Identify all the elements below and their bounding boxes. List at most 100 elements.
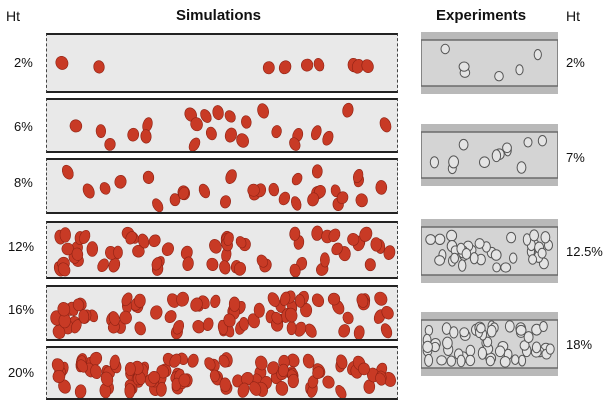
red-blood-cell bbox=[313, 58, 325, 72]
experimental-cell bbox=[523, 331, 534, 344]
red-blood-cell bbox=[109, 354, 120, 370]
red-blood-cell bbox=[218, 354, 230, 368]
red-blood-cell bbox=[380, 323, 393, 339]
red-blood-cell bbox=[289, 226, 301, 241]
sim-channel-12 bbox=[46, 221, 398, 279]
red-blood-cell bbox=[249, 381, 262, 396]
red-blood-cell bbox=[127, 127, 140, 142]
sim-channel-20 bbox=[46, 346, 398, 400]
sim-channel-2 bbox=[46, 33, 398, 93]
sim-cells-12 bbox=[53, 225, 396, 277]
red-blood-cell bbox=[336, 354, 348, 370]
experimental-cell bbox=[449, 326, 459, 339]
red-blood-cell bbox=[291, 172, 303, 186]
red-blood-cell bbox=[223, 232, 234, 246]
experimental-cell bbox=[434, 233, 446, 245]
red-blood-cell bbox=[289, 137, 301, 151]
experimental-cell bbox=[425, 234, 436, 245]
sim-channel-6 bbox=[46, 98, 398, 153]
red-blood-cell bbox=[142, 170, 155, 184]
red-blood-cell bbox=[204, 357, 216, 371]
red-blood-cell bbox=[61, 242, 75, 256]
experimental-cell bbox=[528, 254, 538, 265]
red-blood-cell bbox=[187, 353, 199, 368]
red-blood-cell bbox=[209, 239, 222, 254]
red-blood-cell bbox=[311, 293, 325, 308]
red-blood-cell bbox=[205, 126, 217, 141]
red-blood-cell bbox=[255, 355, 268, 371]
red-blood-cell bbox=[137, 233, 150, 249]
red-blood-cell bbox=[108, 311, 120, 326]
red-blood-cell bbox=[236, 133, 249, 148]
red-blood-cell bbox=[322, 130, 334, 146]
red-blood-cell bbox=[286, 321, 297, 336]
red-blood-cell bbox=[225, 169, 237, 184]
red-blood-cell bbox=[327, 292, 341, 306]
red-blood-cell bbox=[178, 373, 191, 388]
red-blood-cell bbox=[93, 60, 105, 74]
experimental-cell bbox=[537, 247, 547, 259]
sim-cells-20 bbox=[51, 351, 396, 398]
experimental-cell bbox=[476, 323, 486, 334]
experimental-cell bbox=[545, 343, 555, 355]
red-blood-cell bbox=[89, 351, 103, 366]
red-blood-cell bbox=[311, 225, 324, 241]
red-blood-cell bbox=[374, 291, 388, 306]
red-blood-cell bbox=[331, 242, 343, 256]
sim-label-6: 6% bbox=[14, 119, 33, 134]
red-blood-cell bbox=[202, 317, 214, 332]
microchannel bbox=[421, 131, 558, 179]
red-blood-cell bbox=[375, 372, 386, 386]
experimental-cell bbox=[502, 142, 512, 154]
sim-label-8: 8% bbox=[14, 175, 33, 190]
red-blood-cell bbox=[55, 56, 69, 70]
red-blood-cell bbox=[82, 183, 95, 199]
ht-left-header: Ht bbox=[6, 8, 20, 24]
red-blood-cell bbox=[219, 260, 231, 275]
red-blood-cell bbox=[311, 164, 323, 179]
red-blood-cell bbox=[182, 256, 194, 272]
red-blood-cell bbox=[124, 383, 136, 398]
red-blood-cell bbox=[256, 254, 268, 268]
exp-label-12: 12.5% bbox=[566, 244, 603, 259]
red-blood-cell bbox=[262, 61, 275, 75]
experimental-cell bbox=[490, 249, 502, 261]
red-blood-cell bbox=[59, 227, 71, 243]
red-blood-cell bbox=[150, 305, 163, 320]
experimental-cell bbox=[499, 356, 511, 368]
red-blood-cell bbox=[370, 237, 382, 252]
experimental-cell bbox=[509, 252, 518, 264]
experimental-cell bbox=[434, 255, 446, 266]
red-blood-cell bbox=[95, 124, 107, 138]
red-blood-cell bbox=[72, 298, 85, 312]
red-blood-cell bbox=[206, 257, 219, 271]
experimental-cell bbox=[477, 346, 488, 360]
exp-image-2 bbox=[421, 32, 558, 94]
red-blood-cell bbox=[151, 257, 163, 271]
exp-image-7 bbox=[421, 124, 558, 186]
red-blood-cell bbox=[237, 382, 250, 398]
red-blood-cell bbox=[52, 325, 66, 339]
exp-label-2: 2% bbox=[566, 55, 585, 70]
red-blood-cell bbox=[212, 105, 224, 121]
red-blood-cell bbox=[278, 60, 292, 75]
sim-cells-2 bbox=[55, 56, 374, 75]
red-blood-cell bbox=[268, 182, 280, 197]
red-blood-cell bbox=[302, 353, 315, 369]
red-blood-cell bbox=[287, 373, 299, 389]
red-blood-cell bbox=[338, 324, 351, 338]
experimental-cell bbox=[446, 229, 458, 242]
red-blood-cell bbox=[97, 258, 109, 273]
experimental-cell bbox=[518, 354, 527, 367]
red-blood-cell bbox=[279, 291, 291, 306]
red-blood-cell bbox=[134, 321, 146, 336]
experimental-cell bbox=[459, 327, 470, 338]
experimental-cell bbox=[483, 336, 493, 348]
red-blood-cell bbox=[224, 110, 236, 123]
experimental-cell bbox=[442, 336, 453, 350]
experimental-cell bbox=[446, 355, 456, 367]
red-blood-cell bbox=[290, 196, 302, 211]
red-blood-cell bbox=[113, 245, 123, 260]
sim-label-2: 2% bbox=[14, 55, 33, 70]
red-blood-cell bbox=[228, 296, 241, 312]
